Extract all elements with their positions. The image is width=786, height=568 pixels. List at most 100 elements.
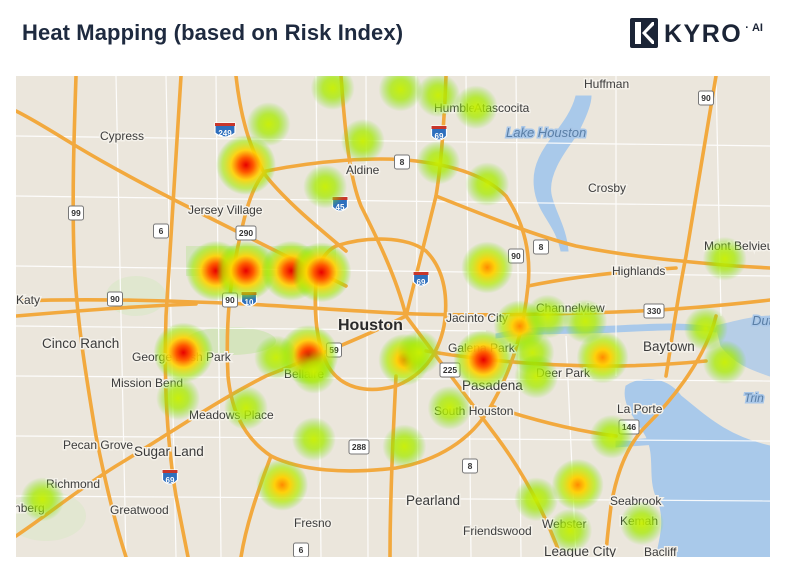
svg-text:90: 90 xyxy=(110,294,120,304)
heat-point-low xyxy=(514,354,559,399)
heat-point-low xyxy=(254,335,299,380)
water-label: Trin xyxy=(744,391,764,405)
place-label: Jersey Village xyxy=(188,203,263,217)
place-label: Friendswood xyxy=(463,524,532,538)
svg-text:99: 99 xyxy=(71,208,81,218)
place-label: Fresno xyxy=(294,516,332,530)
svg-text:8: 8 xyxy=(400,157,405,167)
heat-point-low xyxy=(702,340,747,385)
heat-point-low xyxy=(525,294,570,339)
road-shield: 290 xyxy=(235,225,257,241)
svg-text:45: 45 xyxy=(336,203,345,212)
water-label: Lake Houston xyxy=(506,125,586,140)
heat-point-medium xyxy=(576,331,629,384)
heat-point-low xyxy=(156,376,201,421)
svg-text:249: 249 xyxy=(218,129,232,138)
heat-point-low xyxy=(702,236,747,281)
heat-point-high xyxy=(153,322,214,383)
place-label: Sugar Land xyxy=(134,444,204,459)
road-shield: 288 xyxy=(348,439,370,455)
road-shield: 69 xyxy=(430,125,448,141)
svg-text:225: 225 xyxy=(443,365,457,375)
heat-point-low xyxy=(310,76,355,111)
road-shield: 8 xyxy=(533,239,549,255)
place-label: Cinco Ranch xyxy=(42,336,119,351)
heat-point-low xyxy=(291,417,336,462)
road-shield: 6 xyxy=(293,542,309,557)
heat-point-low xyxy=(683,306,728,351)
map-canvas[interactable]: HuffmanHumbleAtascocitaCypressAldineCros… xyxy=(16,76,770,557)
heat-point-low xyxy=(589,414,634,459)
place-label: La Porte xyxy=(617,402,663,416)
svg-text:8: 8 xyxy=(539,242,544,252)
heat-point-high xyxy=(453,329,514,390)
heat-point-low xyxy=(619,501,664,546)
heat-point-high xyxy=(291,242,352,303)
road-shield: 8 xyxy=(462,458,478,474)
heat-point-low xyxy=(453,85,498,130)
heat-point-low xyxy=(340,118,385,163)
heat-point-low xyxy=(223,385,268,430)
road-shield: 69 xyxy=(161,469,179,485)
heat-point-low xyxy=(382,424,427,469)
road-shield: 8 xyxy=(394,154,410,170)
place-label: Crosby xyxy=(588,181,626,195)
heat-point-low xyxy=(548,508,593,553)
road-shield: 249 xyxy=(214,122,236,138)
place-label: Highlands xyxy=(612,264,665,278)
heat-point-low xyxy=(246,102,291,147)
heat-points xyxy=(20,76,747,553)
heat-point-low xyxy=(378,76,423,112)
road-shield: 330 xyxy=(643,303,665,319)
road-shield: 90 xyxy=(698,90,714,106)
place-label: Greatwood xyxy=(110,503,169,517)
heat-point-high xyxy=(215,134,276,195)
road-shield: 69 xyxy=(412,271,430,287)
svg-text:90: 90 xyxy=(701,93,711,103)
kyro-logo-mark-icon xyxy=(630,18,658,48)
heat-point-medium xyxy=(551,458,604,511)
svg-text:8: 8 xyxy=(468,461,473,471)
place-label: Baytown xyxy=(643,339,695,354)
road-shield: 99 xyxy=(68,205,84,221)
heat-point-low xyxy=(465,162,510,207)
place-label: Bacliff xyxy=(644,545,677,557)
svg-text:330: 330 xyxy=(647,306,661,316)
svg-text:90: 90 xyxy=(511,251,521,261)
page-title: Heat Mapping (based on Risk Index) xyxy=(22,20,404,45)
svg-text:90: 90 xyxy=(225,295,235,305)
svg-text:69: 69 xyxy=(435,132,444,141)
heat-map[interactable]: HuffmanHumbleAtascocitaCypressAldineCros… xyxy=(16,76,770,557)
svg-text:69: 69 xyxy=(417,278,426,287)
heat-point-high xyxy=(215,240,276,301)
svg-text:6: 6 xyxy=(299,545,304,555)
heat-point-low xyxy=(514,477,559,522)
heat-point-medium xyxy=(256,458,309,511)
road-shield: 90 xyxy=(107,291,123,307)
svg-text:288: 288 xyxy=(352,442,366,452)
svg-text:10: 10 xyxy=(245,298,254,307)
heat-point-medium xyxy=(461,241,514,294)
svg-text:69: 69 xyxy=(166,476,175,485)
brand-suffix: · AI xyxy=(745,22,763,34)
place-label: Pecan Grove xyxy=(63,438,133,452)
place-label: Katy xyxy=(16,293,40,307)
heat-point-low xyxy=(303,164,348,209)
heat-point-low xyxy=(427,385,472,430)
place-label: Aldine xyxy=(346,163,380,177)
city-label-houston: Houston xyxy=(338,317,403,334)
heat-point-low xyxy=(20,477,65,522)
place-label: Cypress xyxy=(100,129,144,143)
heat-point-low xyxy=(416,140,461,185)
svg-text:290: 290 xyxy=(239,228,253,238)
heat-point-low xyxy=(563,299,608,344)
road-shield: 6 xyxy=(153,223,169,239)
place-label: Pearland xyxy=(406,493,460,508)
place-label: Jacinto City xyxy=(446,311,508,325)
kyro-logo: KYRO · AI xyxy=(630,18,763,50)
heat-point-low xyxy=(416,76,461,118)
place-label: Huffman xyxy=(584,77,629,91)
brand-name: KYRO xyxy=(664,20,743,48)
heat-point-low xyxy=(291,349,336,394)
heat-point-low xyxy=(397,330,442,375)
